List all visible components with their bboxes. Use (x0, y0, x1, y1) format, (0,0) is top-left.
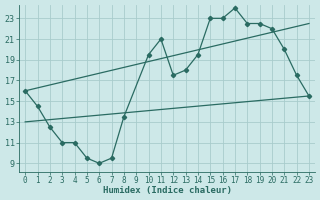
X-axis label: Humidex (Indice chaleur): Humidex (Indice chaleur) (103, 186, 232, 195)
